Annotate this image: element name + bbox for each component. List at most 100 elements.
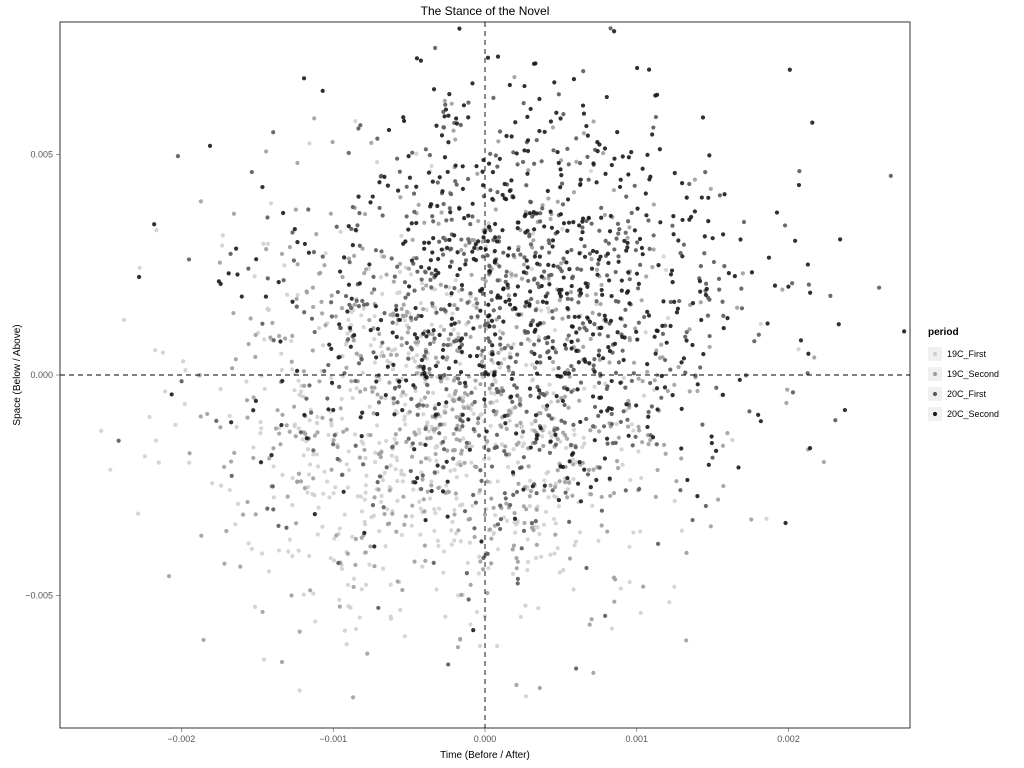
data-point <box>347 283 351 287</box>
data-point <box>551 148 555 152</box>
data-point <box>488 386 492 390</box>
data-point <box>458 503 462 507</box>
data-point <box>563 371 567 375</box>
data-point <box>412 192 416 196</box>
data-point <box>634 403 638 407</box>
data-point <box>445 376 449 380</box>
data-point <box>638 529 642 533</box>
data-point <box>478 488 482 492</box>
data-point <box>372 495 376 499</box>
data-point <box>281 211 285 215</box>
data-point <box>405 214 409 218</box>
data-point <box>473 400 477 404</box>
data-point <box>553 533 557 537</box>
data-point <box>411 238 415 242</box>
data-point <box>685 195 689 199</box>
data-point <box>504 134 508 138</box>
data-point <box>460 283 464 287</box>
data-point <box>437 240 441 244</box>
data-point <box>254 333 258 337</box>
data-point <box>345 462 349 466</box>
data-point <box>447 337 451 341</box>
data-point <box>542 224 546 228</box>
data-point <box>296 262 300 266</box>
data-point <box>460 448 464 452</box>
data-point <box>433 287 437 291</box>
y-axis-title: Space (Below / Above) <box>12 324 23 425</box>
data-point <box>493 378 497 382</box>
data-point <box>437 222 441 226</box>
data-point <box>478 289 482 293</box>
data-point <box>424 283 428 287</box>
data-point <box>609 294 613 298</box>
data-point <box>515 490 519 494</box>
data-point <box>420 477 424 481</box>
data-point <box>371 503 375 507</box>
data-point <box>341 430 345 434</box>
data-point <box>650 404 654 408</box>
data-point <box>521 430 525 434</box>
data-point <box>496 351 500 355</box>
data-point <box>562 403 566 407</box>
data-point <box>474 164 478 168</box>
data-point <box>258 431 262 435</box>
data-point <box>603 314 607 318</box>
data-point <box>736 465 740 469</box>
data-point <box>535 543 539 547</box>
data-point <box>773 284 777 288</box>
data-point <box>526 537 530 541</box>
data-point <box>537 532 541 536</box>
data-point <box>640 298 644 302</box>
data-point <box>370 291 374 295</box>
data-point <box>833 418 837 422</box>
data-point <box>616 300 620 304</box>
data-point <box>530 526 534 530</box>
data-point <box>652 233 656 237</box>
data-point <box>447 366 451 370</box>
data-point <box>467 597 471 601</box>
data-point <box>410 455 414 459</box>
data-point <box>510 272 514 276</box>
data-point <box>707 463 711 467</box>
data-point <box>278 339 282 343</box>
data-point <box>531 318 535 322</box>
data-point <box>355 299 359 303</box>
data-point <box>444 107 448 111</box>
data-point <box>541 300 545 304</box>
data-point <box>411 383 415 387</box>
data-point <box>431 391 435 395</box>
data-point <box>320 311 324 315</box>
data-point <box>709 524 713 528</box>
data-point <box>493 259 497 263</box>
data-point <box>515 394 519 398</box>
data-point <box>408 176 412 180</box>
data-point <box>379 450 383 454</box>
data-point <box>376 606 380 610</box>
data-point <box>444 238 448 242</box>
data-point <box>390 512 394 516</box>
data-point <box>499 517 503 521</box>
data-point <box>548 431 552 435</box>
data-point <box>446 140 450 144</box>
data-point <box>402 119 406 123</box>
data-point <box>529 445 533 449</box>
data-point <box>503 444 507 448</box>
data-point <box>554 442 558 446</box>
data-point <box>429 258 433 262</box>
data-point <box>374 248 378 252</box>
data-point <box>456 332 460 336</box>
x-tick-label: −0.002 <box>168 734 196 744</box>
legend-marker <box>933 372 937 376</box>
data-point <box>391 367 395 371</box>
data-point <box>548 553 552 557</box>
data-point <box>444 284 448 288</box>
data-point <box>373 460 377 464</box>
data-point <box>673 499 677 503</box>
data-point <box>503 300 507 304</box>
data-point <box>525 115 529 119</box>
data-point <box>555 230 559 234</box>
data-point <box>539 308 543 312</box>
data-point <box>706 219 710 223</box>
data-point <box>307 554 311 558</box>
data-point <box>253 355 257 359</box>
